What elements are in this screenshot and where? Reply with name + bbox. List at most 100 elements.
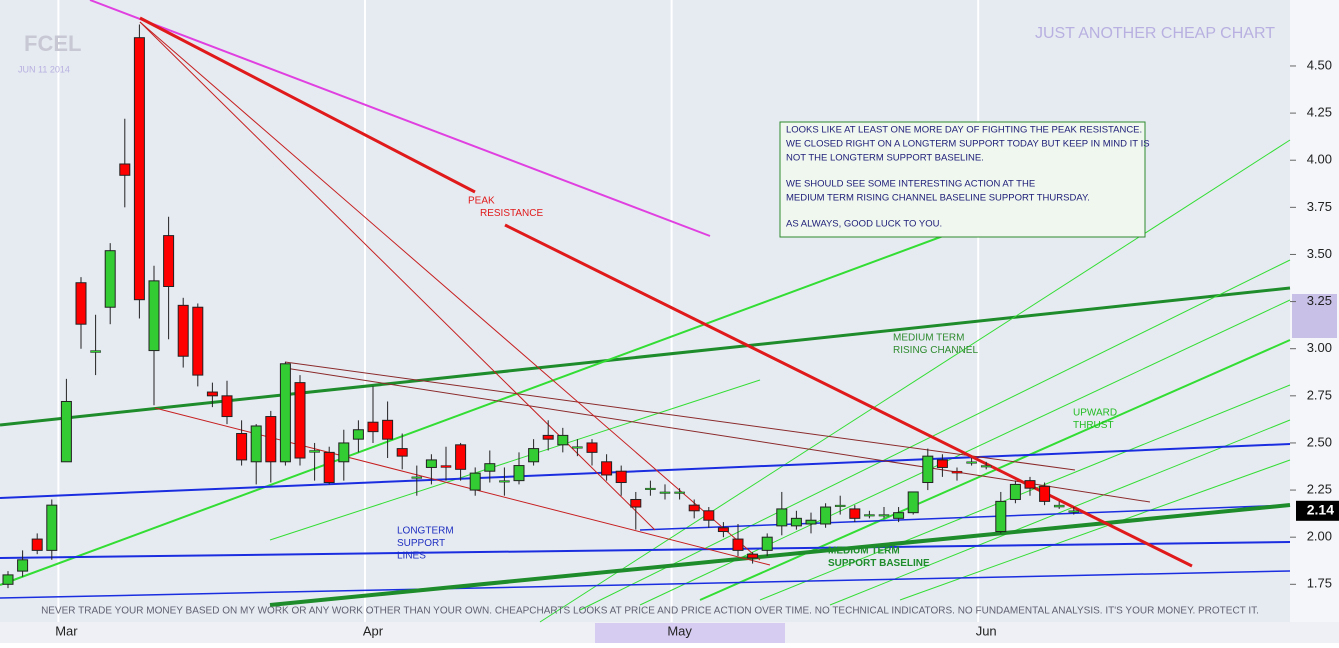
annotation: PEAK [468, 196, 495, 207]
date: JUN 11 2014 [18, 64, 70, 74]
candle-body [966, 461, 977, 464]
annotation: SUPPORT [397, 538, 445, 549]
candle-body [732, 538, 744, 551]
x-tick-label: May [667, 623, 692, 638]
disclaimer: NEVER TRADE YOUR MONEY BASED ON MY WORK … [41, 606, 1259, 617]
candle-body [513, 465, 525, 482]
candle-body [250, 425, 262, 463]
y-tick-label: 1.75 [1307, 576, 1332, 591]
trendline [89, 0, 711, 237]
trendline [0, 443, 1291, 499]
axis-scroll-highlight [1292, 294, 1337, 338]
trendline [284, 361, 1076, 471]
candles [2, 24, 1080, 589]
candle-body [1024, 480, 1036, 489]
candle-body [352, 429, 364, 440]
candle-body [601, 461, 613, 476]
annotation: LINES [397, 551, 426, 562]
candle-body [192, 306, 204, 376]
annotation: RISING CHANNEL [893, 345, 978, 356]
note-line: AS ALWAYS, GOOD LUCK TO YOU. [786, 219, 942, 230]
trendline [504, 223, 1193, 568]
trendline [0, 286, 1291, 427]
candle-body [60, 400, 72, 463]
candle-body [367, 421, 379, 433]
annotation: LONGTERM [397, 526, 454, 537]
candle-body [484, 463, 496, 472]
y-tick-label: 3.75 [1307, 199, 1332, 214]
y-tick-label: 4.00 [1307, 152, 1332, 167]
y-tick-label: 2.50 [1307, 434, 1332, 449]
candle-body [542, 434, 554, 440]
candle-body [980, 465, 992, 468]
y-tick-label: 3.25 [1307, 293, 1332, 308]
candle-body [323, 451, 335, 484]
trendline [539, 139, 1291, 623]
candle-body [717, 527, 729, 533]
candle-body [688, 504, 700, 512]
candle-body [995, 500, 1007, 533]
last-price-box [1296, 500, 1339, 521]
trendline [284, 367, 1151, 503]
candle-body [440, 465, 452, 468]
trendline [699, 339, 1291, 601]
trendline [579, 259, 1291, 611]
x-tick-label: Apr [363, 623, 384, 638]
annotation: UPWARD [1073, 408, 1117, 419]
last-price-label: 2.14 [1307, 501, 1334, 517]
annotation: MEDIUM TERM [893, 333, 964, 344]
candle-body [75, 282, 87, 325]
candle-body [382, 419, 394, 440]
candle-body [557, 434, 569, 446]
trendline [0, 214, 1001, 586]
candle-body [747, 553, 759, 559]
candle-body [1009, 483, 1021, 500]
candle-body [1039, 485, 1051, 502]
annotation: SUPPORT BASELINE [828, 558, 930, 569]
candle-body [265, 416, 277, 463]
candle-body [499, 480, 510, 483]
candle-body [221, 395, 233, 418]
trendline [139, 21, 656, 531]
candle-body [2, 574, 14, 585]
candle-body [236, 433, 248, 461]
candle-body [703, 510, 715, 521]
trendline [639, 504, 1291, 531]
candle-body [104, 250, 116, 308]
candle-body [133, 37, 145, 301]
y-tick-label: 3.00 [1307, 340, 1332, 355]
candle-body [674, 491, 685, 494]
trendline [269, 503, 1291, 607]
trendline [0, 570, 1291, 599]
candle-body [630, 498, 642, 508]
candle-body [586, 442, 598, 453]
candle-body [309, 450, 320, 453]
candle-body [834, 504, 846, 507]
candle-body [1068, 510, 1080, 513]
note-line: WE SHOULD SEE SOME INTERESTING ACTION AT… [786, 179, 1035, 190]
candle-body [31, 538, 43, 551]
y-tick-label: 2.25 [1307, 481, 1332, 496]
trendline [759, 384, 1291, 601]
trendline [899, 459, 1291, 601]
candle-body [820, 506, 832, 525]
candle-body [396, 448, 408, 457]
candle-body [951, 470, 963, 474]
x-tick-label: Mar [55, 623, 78, 638]
candle-body [163, 235, 175, 287]
y-tick-label: 4.25 [1307, 105, 1332, 120]
candle-body [572, 446, 583, 449]
candle-body [878, 514, 890, 517]
trendlines [0, 0, 1291, 623]
candle-body [776, 508, 788, 527]
candle-body [936, 459, 948, 468]
candle-body [790, 517, 802, 527]
note-line: NOT THE LONGTERM SUPPORT BASELINE. [786, 153, 984, 164]
trendline [139, 21, 761, 561]
ticker: FCEL [24, 31, 81, 56]
candle-body [645, 487, 656, 490]
note-box [779, 121, 1146, 238]
candle-body [455, 444, 467, 470]
y-tick-label: 4.50 [1307, 57, 1332, 72]
